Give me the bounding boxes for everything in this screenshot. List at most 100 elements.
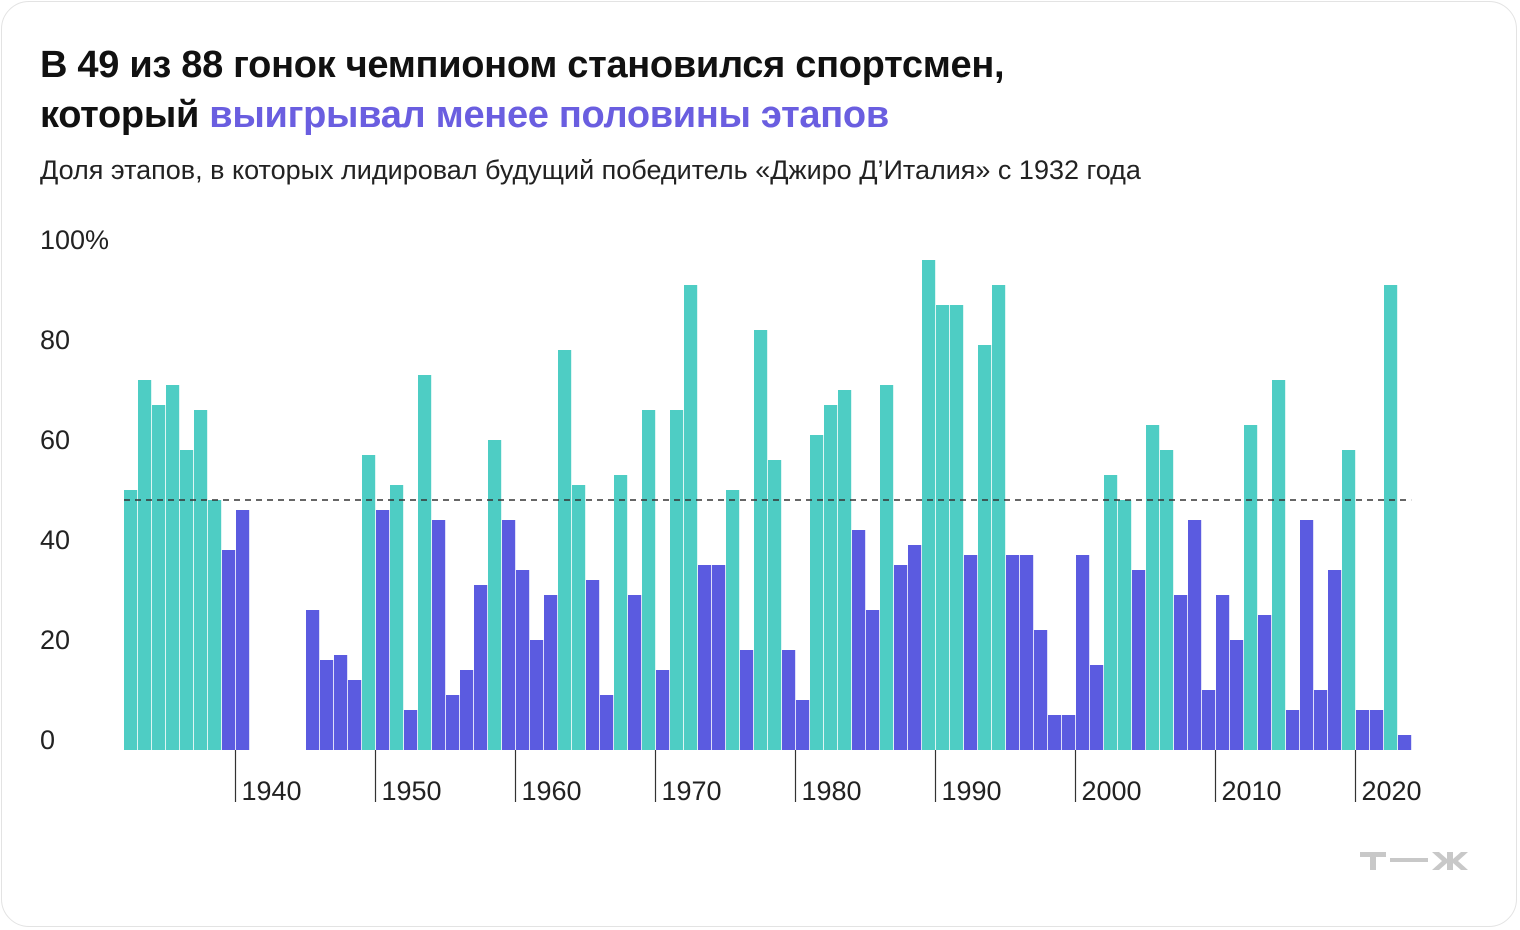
bar-1934: [152, 405, 166, 750]
chart-title: В 49 из 88 гонок чемпионом становился сп…: [40, 40, 1005, 140]
bar-2021: [1370, 710, 1384, 750]
bar-1951: [390, 485, 404, 750]
bar-1999: [1062, 715, 1076, 750]
x-tick-label-2020: 2020: [1362, 776, 1422, 806]
bar-1967: [614, 475, 628, 750]
bar-1946: [320, 660, 334, 750]
bar-1939: [222, 550, 236, 750]
tzh-logo-icon: [1360, 852, 1468, 870]
bar-1998: [1048, 715, 1062, 750]
y-tick-label-80: 80: [40, 325, 70, 355]
bar-1970: [656, 670, 670, 750]
bar-1965: [586, 580, 600, 750]
bar-1973: [698, 565, 712, 750]
bar-1971: [670, 410, 684, 750]
bar-1957: [474, 585, 488, 750]
bar-1978: [768, 460, 782, 750]
title-line-1: В 49 из 88 гонок чемпионом становился сп…: [40, 44, 1005, 86]
bar-1972: [684, 285, 698, 750]
bar-2004: [1132, 570, 1146, 750]
bar-1947: [334, 655, 348, 750]
y-axis: 0 20 40 60 80 100%: [40, 225, 109, 755]
bar-1985: [866, 610, 880, 750]
bar-1960: [516, 570, 530, 750]
y-tick-label-60: 60: [40, 425, 70, 455]
bar-2009: [1202, 690, 1216, 750]
bar-2016: [1300, 520, 1314, 750]
bar-1950: [376, 510, 390, 750]
bar-1981: [810, 435, 824, 750]
x-tick-label-1960: 1960: [522, 776, 582, 806]
bar-1954: [432, 520, 446, 750]
x-tick-label-2000: 2000: [1082, 776, 1142, 806]
bar-1932: [124, 490, 138, 750]
bar-1969: [642, 410, 656, 750]
bar-1977: [754, 330, 768, 750]
x-tick-label-1980: 1980: [802, 776, 862, 806]
bar-1995: [1006, 555, 1020, 750]
bar-2019: [1342, 450, 1356, 750]
y-tick-label-100: 100%: [40, 225, 109, 255]
bar-1945: [306, 610, 320, 750]
bar-1949: [362, 455, 376, 750]
bar-1980: [796, 700, 810, 750]
y-tick-label-0: 0: [40, 725, 55, 755]
bar-1991: [950, 305, 964, 750]
bar-2012: [1244, 425, 1258, 750]
bar-1961: [530, 640, 544, 750]
bar-1936: [180, 450, 194, 750]
bar-2006: [1160, 450, 1174, 750]
bar-2022: [1384, 285, 1398, 750]
bar-2003: [1118, 500, 1132, 750]
bar-2010: [1216, 595, 1230, 750]
bar-1958: [488, 440, 502, 750]
bar-1933: [138, 380, 152, 750]
chart-subtitle: Доля этапов, в которых лидировал будущий…: [40, 155, 1141, 185]
bar-1968: [628, 595, 642, 750]
bar-1963: [558, 350, 572, 750]
bar-1993: [978, 345, 992, 750]
bar-2017: [1314, 690, 1328, 750]
bar-1989: [922, 260, 936, 750]
bar-2013: [1258, 615, 1272, 750]
bar-1940: [236, 510, 250, 750]
y-tick-label-40: 40: [40, 525, 70, 555]
bar-1990: [936, 305, 950, 750]
x-tick-label-2010: 2010: [1222, 776, 1282, 806]
bar-1956: [460, 670, 474, 750]
x-tick-label-1950: 1950: [382, 776, 442, 806]
x-tick-label-1970: 1970: [662, 776, 722, 806]
bar-1953: [418, 375, 432, 750]
x-axis: 1940 1950 1960 1970 1980 1990 2000 2010 2020: [234, 750, 1422, 806]
bars-group: [124, 260, 1412, 750]
bar-1992: [964, 555, 978, 750]
bar-1948: [348, 680, 362, 750]
bar-2001: [1090, 665, 1104, 750]
bar-1976: [740, 650, 754, 750]
bar-1962: [544, 595, 558, 750]
bar-1964: [572, 485, 586, 750]
title-line-2-prefix: который: [40, 94, 210, 136]
bar-1966: [600, 695, 614, 750]
bar-1996: [1020, 555, 1034, 750]
bar-1994: [992, 285, 1006, 750]
bar-2015: [1286, 710, 1300, 750]
bar-1997: [1034, 630, 1048, 750]
bar-1974: [712, 565, 726, 750]
bar-1988: [908, 545, 922, 750]
bar-2002: [1104, 475, 1118, 750]
title-line-2-accent: выигрывал менее половины этапов: [209, 94, 889, 136]
bar-1984: [852, 530, 866, 750]
bar-1987: [894, 565, 908, 750]
bar-1975: [726, 490, 740, 750]
x-tick-label-1940: 1940: [242, 776, 302, 806]
bar-1982: [824, 405, 838, 750]
bar-2007: [1174, 595, 1188, 750]
y-tick-label-20: 20: [40, 625, 70, 655]
bar-2018: [1328, 570, 1342, 750]
bar-1938: [208, 500, 222, 750]
bar-1959: [502, 520, 516, 750]
bar-1955: [446, 695, 460, 750]
bar-2014: [1272, 380, 1286, 750]
